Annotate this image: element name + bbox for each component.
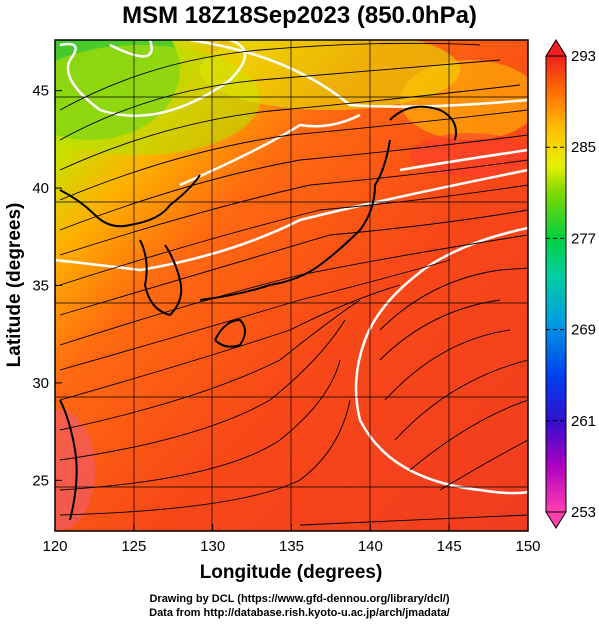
y-tick-label: 40: [32, 180, 49, 197]
y-tick-label: 35: [32, 278, 49, 295]
colorbar-scale: [545, 55, 567, 513]
colorbar-tick-label: 293: [571, 48, 596, 65]
colorbar-tick-label: 285: [571, 139, 596, 156]
colorbar: 293 285 277 269 261 253: [545, 39, 596, 529]
y-axis-label: Latitude (degrees): [4, 203, 25, 368]
x-tick-label: 125: [121, 538, 146, 555]
x-axis-ticks: 120 125 130 135 140 145 150: [42, 524, 541, 555]
y-tick-label: 25: [32, 472, 49, 489]
coastline: [59, 105, 457, 521]
isotherm-contours: [55, 40, 528, 495]
x-axis-label: Longitude (degrees): [200, 562, 383, 583]
credit-drawing: Drawing by DCL (https://www.gfd-dennou.o…: [149, 593, 450, 605]
colorbar-tick-label: 269: [571, 322, 596, 339]
lat-lon-grid: [55, 40, 528, 531]
x-tick-label: 120: [42, 538, 67, 555]
y-tick-label: 45: [32, 83, 49, 100]
x-tick-label: 130: [200, 538, 225, 555]
colorbar-tick-label: 277: [571, 230, 596, 247]
map-title: MSM 18Z18Sep2023 (850.0hPa): [122, 2, 477, 29]
x-tick-label: 140: [358, 538, 383, 555]
colorbar-min-arrow: [545, 511, 567, 529]
x-tick-label: 150: [515, 538, 540, 555]
colorbar-tick-label: 261: [571, 413, 596, 430]
colorbar-max-arrow: [545, 39, 567, 57]
colorbar-tick-label: 253: [571, 504, 596, 521]
credit-data: Data from http://database.rish.kyoto-u.a…: [149, 607, 450, 619]
x-tick-label: 145: [437, 538, 462, 555]
x-tick-label: 135: [279, 538, 304, 555]
colorbar-ticks: 293 285 277 269 261 253: [546, 48, 596, 521]
y-axis-ticks: 25 30 35 40 45: [32, 83, 62, 489]
y-tick-label: 30: [32, 375, 49, 392]
